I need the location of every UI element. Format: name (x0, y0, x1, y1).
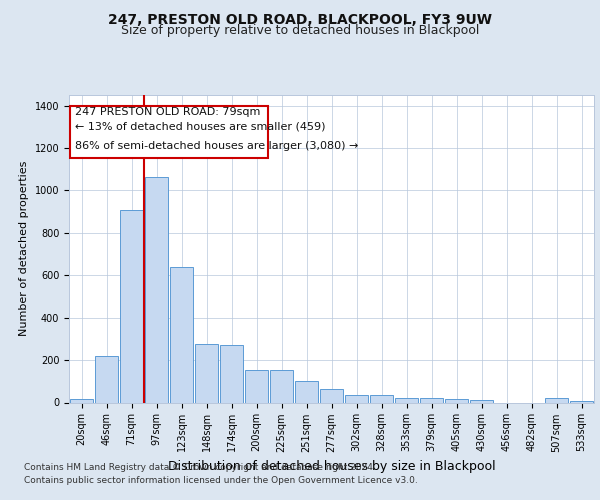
Bar (344, 395, 368, 402)
FancyBboxPatch shape (70, 106, 268, 158)
Bar (395, 398, 418, 402)
Y-axis label: Number of detached properties: Number of detached properties (19, 161, 29, 336)
Bar (470, 400, 493, 402)
Text: 86% of semi-detached houses are larger (3,080) →: 86% of semi-detached houses are larger (… (75, 141, 359, 151)
Bar (269, 370, 293, 402)
Bar (119, 210, 143, 402)
Bar (545, 398, 568, 402)
X-axis label: Distribution of detached houses by size in Blackpool: Distribution of detached houses by size … (167, 460, 496, 473)
Text: 247 PRESTON OLD ROAD: 79sqm: 247 PRESTON OLD ROAD: 79sqm (75, 107, 260, 117)
Bar (70, 400, 94, 402)
Text: Contains public sector information licensed under the Open Government Licence v3: Contains public sector information licen… (24, 476, 418, 485)
Bar (145, 176, 169, 402)
Bar (569, 401, 593, 402)
Bar (419, 398, 443, 402)
Bar (170, 267, 193, 402)
Bar (320, 388, 343, 402)
Text: Size of property relative to detached houses in Blackpool: Size of property relative to detached ho… (121, 24, 479, 37)
Bar (220, 345, 244, 403)
Bar (445, 400, 469, 402)
Bar (370, 395, 394, 402)
Text: 247, PRESTON OLD ROAD, BLACKPOOL, FY3 9UW: 247, PRESTON OLD ROAD, BLACKPOOL, FY3 9U… (108, 12, 492, 26)
Bar (295, 382, 319, 402)
Text: ← 13% of detached houses are smaller (459): ← 13% of detached houses are smaller (45… (75, 122, 326, 132)
Bar (245, 370, 268, 402)
Text: Contains HM Land Registry data © Crown copyright and database right 2024.: Contains HM Land Registry data © Crown c… (24, 462, 376, 471)
Bar (95, 356, 118, 403)
Bar (194, 344, 218, 403)
